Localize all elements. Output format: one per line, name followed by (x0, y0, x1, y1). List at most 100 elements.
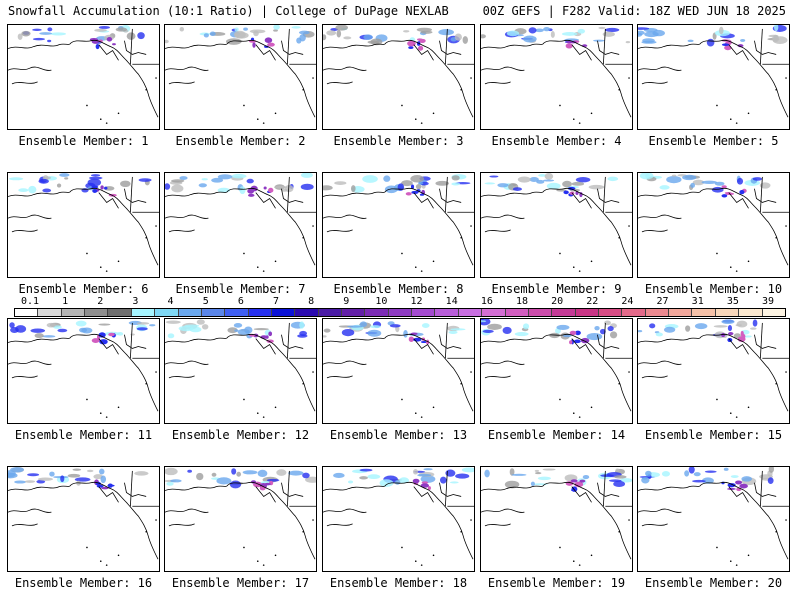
coastline (165, 66, 209, 71)
snowfall-shading (600, 474, 614, 477)
snowfall-shading (165, 39, 169, 44)
snowfall-shading (768, 467, 775, 473)
snowfall-shading (39, 32, 53, 35)
snowfall-shading (598, 26, 606, 30)
snowfall-shading (9, 322, 15, 329)
island-dot (117, 554, 120, 557)
snowfall-shading (652, 29, 665, 37)
island-dot (262, 416, 265, 418)
map-canvas (323, 174, 474, 272)
snowfall-shading (688, 467, 695, 474)
snowfall-shading (216, 477, 232, 485)
coastline (165, 508, 209, 513)
snowfall-shading (273, 29, 278, 32)
map-canvas (165, 173, 316, 272)
snowfall-shading (454, 33, 462, 41)
coastline (11, 375, 38, 379)
island-dot (420, 270, 423, 272)
snowfall-shading (728, 331, 734, 336)
snowfall-shading (767, 477, 774, 485)
snowfall-shading (99, 339, 108, 345)
snowfall-shading (412, 469, 419, 475)
snowfall-shading (359, 321, 367, 328)
snowfall-shading (201, 178, 208, 181)
coastline (543, 481, 632, 560)
colorbar-swatch (505, 309, 529, 316)
snowfall-shading (440, 476, 447, 484)
island-dot (716, 398, 718, 401)
ensemble-map-panel (637, 24, 790, 130)
island-dot (747, 554, 750, 557)
snowfall-shading (59, 173, 70, 177)
snowfall-shading (661, 471, 670, 477)
snowfall-shading (544, 173, 554, 180)
coastline (728, 192, 749, 209)
ensemble-member-label: Ensemble Member: 11 (14, 428, 153, 442)
snowfall-shading (86, 469, 94, 473)
snowfall-shading (594, 325, 600, 331)
snowfall-shading (42, 335, 56, 338)
map-canvas (481, 468, 632, 566)
coastline (641, 229, 668, 233)
island-dot (145, 382, 147, 385)
snowfall-shading (405, 192, 412, 196)
snowfall-shading (687, 39, 694, 43)
snowfall-shading (411, 190, 419, 194)
snowfall-shading (718, 26, 724, 35)
ensemble-member-label: Ensemble Member: 19 (487, 576, 626, 590)
snowfall-shading (91, 185, 99, 189)
snowfall-shading (489, 175, 499, 178)
ensemble-map-panel (480, 318, 633, 424)
snowfall-shading (263, 186, 267, 190)
snowfall-shading (408, 336, 414, 342)
ensemble-member-label: Ensemble Member: 9 (491, 282, 622, 296)
ensemble-member-label: Ensemble Member: 5 (648, 134, 779, 148)
snowfall-shading (108, 332, 115, 337)
coastline (165, 336, 229, 343)
snowfall-shading (323, 328, 331, 333)
island-dot (274, 406, 277, 409)
colorbar-tick-label: 18 (515, 296, 529, 307)
snowfall-shading (21, 30, 31, 37)
island-dot (578, 564, 581, 566)
coastline (638, 336, 702, 343)
island-dot (559, 398, 561, 401)
snowfall-shading (694, 323, 708, 330)
coastline (227, 481, 316, 560)
coastline (602, 470, 606, 507)
snowfall-shading (137, 32, 145, 40)
snowfall-shading (170, 479, 182, 483)
snowfall-shading (87, 178, 102, 187)
island-dot (628, 225, 630, 227)
snowfall-shading (67, 473, 81, 478)
colorbar-swatch (669, 309, 693, 316)
coastline (165, 190, 229, 197)
coastline (638, 66, 682, 71)
island-dot (302, 88, 304, 91)
ensemble-member-label: Ensemble Member: 12 (171, 428, 310, 442)
coastline (641, 523, 668, 527)
snowfall-shading (714, 181, 725, 186)
snowfall-shading (136, 322, 150, 325)
snowfall-shading (126, 32, 136, 40)
island-dot (628, 371, 630, 373)
snowfall-shading (17, 33, 23, 40)
snowfall-shading (42, 188, 52, 193)
snowfall-shading (187, 469, 192, 473)
island-dot (572, 560, 575, 562)
snowfall-shading (94, 28, 107, 32)
colorbar-tick-label: 8 (308, 296, 315, 307)
snowfall-shading (90, 174, 101, 177)
snowfall-shading (542, 468, 556, 471)
snowfall-shading (569, 340, 573, 345)
island-dot (470, 225, 472, 227)
snowfall-shading (659, 185, 670, 190)
island-dot (775, 382, 777, 385)
island-dot (618, 88, 620, 91)
snowfall-shading (363, 34, 373, 40)
coastline (286, 176, 290, 213)
coastline (323, 484, 387, 491)
coastline (326, 81, 353, 85)
snowfall-shading (196, 472, 204, 481)
snowfall-shading (231, 173, 247, 179)
